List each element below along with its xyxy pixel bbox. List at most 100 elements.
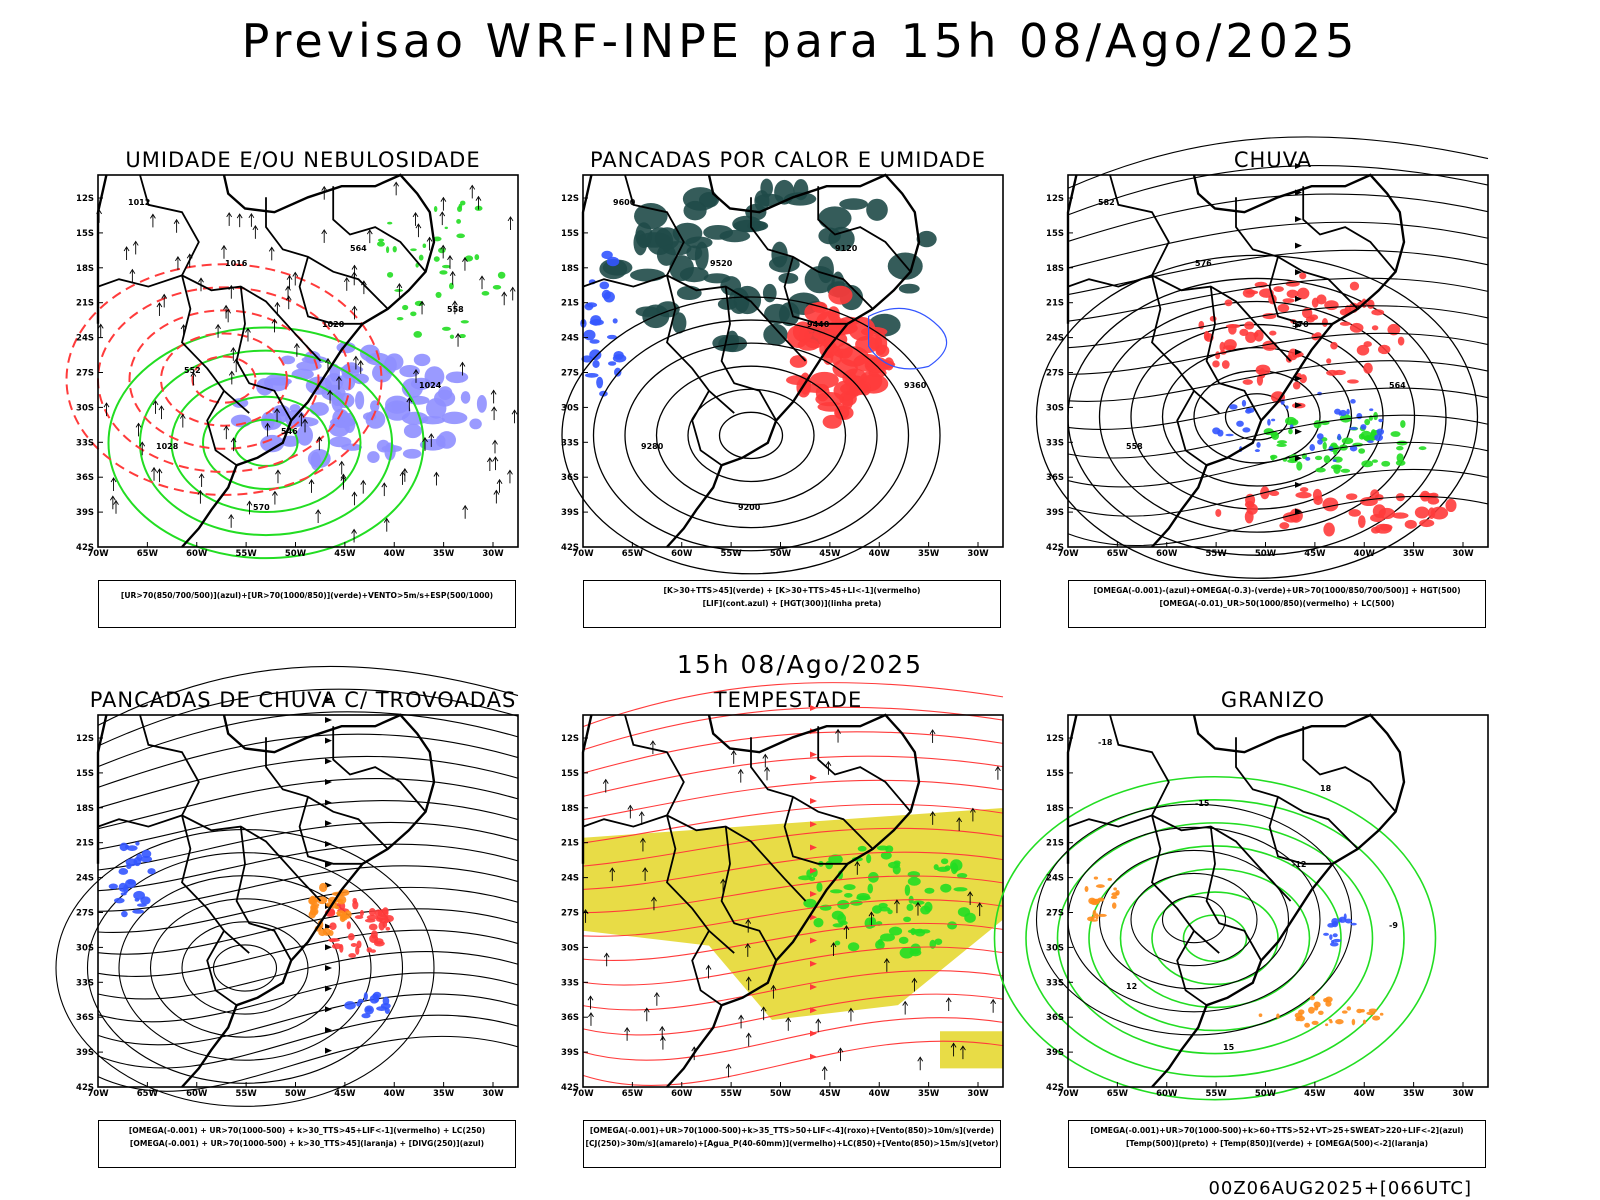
wind-arrow-head xyxy=(123,246,130,252)
red-area xyxy=(789,355,808,368)
temp850-contour xyxy=(1182,914,1248,963)
lat-label: 39S xyxy=(561,508,579,518)
hgt-contour xyxy=(624,342,878,529)
humidity-blob xyxy=(445,371,469,384)
rain-blue xyxy=(1369,408,1374,412)
streamline-red-arrow xyxy=(810,1030,817,1037)
wind-arrow-head xyxy=(293,342,300,348)
wind-arrow-head xyxy=(396,283,403,289)
wind-arrow-head xyxy=(340,475,347,481)
legend-line: [LIF](cont.azul) + [HGT(300)](linha pret… xyxy=(702,599,882,608)
streamline xyxy=(97,929,519,977)
hail-blue xyxy=(1332,933,1338,938)
wind-arrow-head xyxy=(490,389,497,395)
rain-red xyxy=(1269,490,1280,497)
wind-arrow-head xyxy=(236,213,243,219)
wind-arrow-head xyxy=(316,436,323,442)
country-border xyxy=(97,274,322,362)
wind-arrow-head xyxy=(272,490,278,496)
humidity-blob xyxy=(336,392,355,409)
teal-area xyxy=(760,178,773,198)
panel-tempestade: TEMPESTADE 12S 15S 18S 21S 24S 27S 30S 33S 36S 39… xyxy=(561,682,1004,1168)
storm-red xyxy=(352,897,358,904)
blue-area xyxy=(614,367,622,377)
wind-vector-head xyxy=(737,768,744,774)
blue-area xyxy=(601,250,613,260)
div-blue xyxy=(119,842,129,852)
main-title: Previsao WRF-INPE para 15h 08/Ago/2025 xyxy=(241,14,1359,68)
legend-box: [UR>70(850/700/500)](azul)+[UR>70(1000/8… xyxy=(98,580,516,628)
wind-green xyxy=(909,949,922,957)
temp850-contour xyxy=(1151,891,1279,986)
wind-arrow-head xyxy=(315,509,322,515)
wind-arrow-head xyxy=(340,473,347,479)
wind-vector-head xyxy=(883,957,890,964)
streamline-red xyxy=(582,827,1004,867)
hgt-contour xyxy=(561,296,941,575)
map-frame xyxy=(97,714,519,1088)
green-speck xyxy=(464,255,474,262)
contour-label: -12 xyxy=(1292,860,1306,869)
rain-red xyxy=(1279,522,1290,530)
wind-vector-head xyxy=(745,1032,752,1038)
wind-green xyxy=(940,883,952,893)
wind-arrow-head xyxy=(198,473,205,479)
lat-label: 21S xyxy=(561,299,579,309)
hail-blue xyxy=(1332,938,1342,943)
wind-green xyxy=(903,916,912,923)
wind-vector-head xyxy=(825,760,832,767)
red-area xyxy=(828,285,853,305)
temp850-contour xyxy=(1119,868,1311,1009)
div-blue xyxy=(135,841,140,846)
legend-line: [Temp(500)](preto) + [Temp(850)](verde) … xyxy=(1125,1139,1429,1148)
green-speck xyxy=(432,236,442,242)
wind-arrow-head xyxy=(447,255,453,261)
omega-orange xyxy=(1341,1010,1348,1014)
wind-green xyxy=(880,851,892,860)
country-border xyxy=(265,737,389,850)
green-contour xyxy=(170,372,362,514)
div-blue xyxy=(125,858,138,867)
country-border xyxy=(1176,390,1208,466)
country-border xyxy=(624,174,685,276)
rain-red xyxy=(1215,351,1221,360)
streamline xyxy=(97,778,519,830)
wind-arrow-head xyxy=(406,397,413,403)
storm-red xyxy=(355,945,360,955)
lon-label: 65W xyxy=(137,549,159,559)
country-border xyxy=(691,390,723,466)
wind-vector-head xyxy=(967,891,974,897)
rain-red xyxy=(1297,287,1310,300)
wind-vector-head xyxy=(651,896,657,902)
lon-label: 60W xyxy=(671,1089,693,1099)
contour-label: 1016 xyxy=(225,259,248,268)
streamline xyxy=(1067,305,1489,349)
streamline-arrow xyxy=(1295,402,1302,409)
blue-area xyxy=(589,319,604,326)
humidity-blob xyxy=(230,414,252,428)
blue-area xyxy=(612,354,627,363)
streamline xyxy=(97,993,519,1046)
wind-vector-head xyxy=(929,729,936,735)
div-blue xyxy=(126,845,138,851)
humidity-blob xyxy=(425,398,447,419)
lon-label: 70W xyxy=(572,1089,594,1099)
wind-arrow-head xyxy=(336,375,342,381)
hail-blue xyxy=(1344,918,1353,924)
omega-orange xyxy=(1111,892,1119,897)
wind-vector-head xyxy=(976,902,983,908)
map-frame xyxy=(1067,174,1489,548)
green-speck xyxy=(385,246,390,254)
wind-vector-head xyxy=(602,778,609,784)
humidity-blob xyxy=(460,391,471,404)
lat-label: 36S xyxy=(76,1013,94,1023)
rain-red xyxy=(1224,299,1233,307)
hail-blue xyxy=(1329,942,1339,947)
contour-label: 546 xyxy=(281,427,298,436)
lat-label: 30S xyxy=(1046,403,1064,413)
country-border xyxy=(1151,815,1220,954)
lat-label: 12S xyxy=(76,194,94,204)
teal-area xyxy=(636,232,672,248)
rain-blue xyxy=(1367,440,1374,443)
wind-arrow-head xyxy=(455,332,461,339)
